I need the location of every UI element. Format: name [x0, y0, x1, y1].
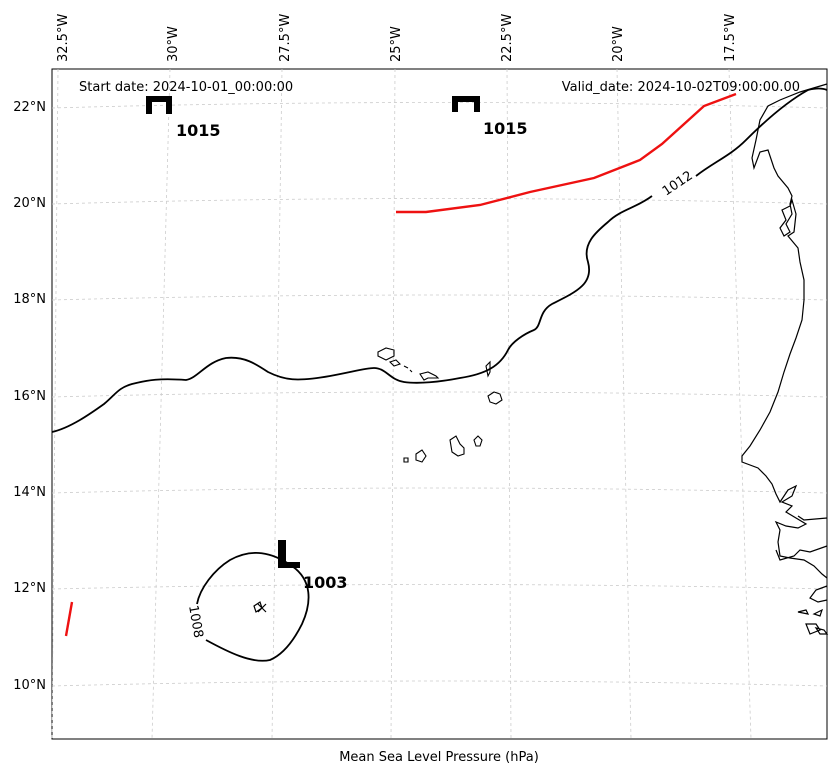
lat-label: 18°N: [13, 292, 46, 307]
latitude-labels: 22°N 20°N 18°N 16°N 14°N 12°N 10°N: [13, 100, 46, 693]
lat-label: 14°N: [13, 485, 46, 500]
valid-date-label: Valid_date: 2024-10-02T09:00:00.00: [562, 80, 800, 95]
isobar-label-1008: 1008: [185, 604, 206, 639]
longitude-labels: 32.5°W 30°W 27.5°W 25°W 22.5°W 20°W 17.5…: [56, 14, 738, 62]
low-center-marker: [253, 601, 267, 613]
lon-label: 27.5°W: [278, 14, 293, 62]
fronts: [64, 92, 737, 637]
lon-label: 25°W: [389, 26, 404, 62]
parallel-16n: [51, 391, 828, 398]
parallel-14n: [51, 487, 828, 494]
meridian-17-5w: [728, 68, 752, 740]
graticule: [51, 68, 828, 740]
parallel-18n: [51, 294, 828, 301]
lon-label: 30°W: [166, 26, 181, 62]
map-frame: [51, 68, 828, 740]
high-center: 1015: [452, 96, 528, 138]
isobar-1012: [51, 87, 828, 433]
map-xlabel: Mean Sea Level Pressure (hPa): [339, 750, 539, 765]
front-line: [64, 601, 74, 637]
meridian-25w: [390, 68, 396, 740]
lat-label: 12°N: [13, 581, 46, 596]
africa-coastline: [741, 83, 829, 635]
high-center-value: 1015: [176, 121, 221, 140]
lat-label: 16°N: [13, 389, 46, 404]
lat-label: 20°N: [13, 196, 46, 211]
lon-label: 32.5°W: [56, 14, 71, 62]
high-center-value: 1015: [483, 119, 528, 138]
parallel-22n: [51, 102, 828, 109]
lon-label: 17.5°W: [723, 14, 738, 62]
parallel-12n: [51, 584, 828, 590]
meridian-20w: [616, 68, 632, 740]
isobar-1008: [196, 552, 310, 662]
cape-verde-islands: [377, 347, 503, 463]
parallel-10n: [51, 680, 828, 687]
start-date-label: Start date: 2024-10-01_00:00:00: [79, 80, 293, 95]
lon-label: 20°W: [611, 26, 626, 62]
lon-label: 22.5°W: [500, 14, 515, 62]
meridian-30w: [151, 68, 171, 740]
parallel-20n: [51, 198, 828, 205]
meridian-27-5w: [271, 68, 283, 740]
lat-label: 10°N: [13, 678, 46, 693]
lat-label: 22°N: [13, 100, 46, 115]
high-center: 1015: [146, 96, 221, 140]
low-center-value: 1003: [303, 573, 348, 592]
meridian-32-5w: [51, 68, 59, 740]
meridian-22-5w: [506, 68, 512, 740]
front-line: [396, 92, 737, 214]
low-center: 1003: [278, 540, 348, 592]
